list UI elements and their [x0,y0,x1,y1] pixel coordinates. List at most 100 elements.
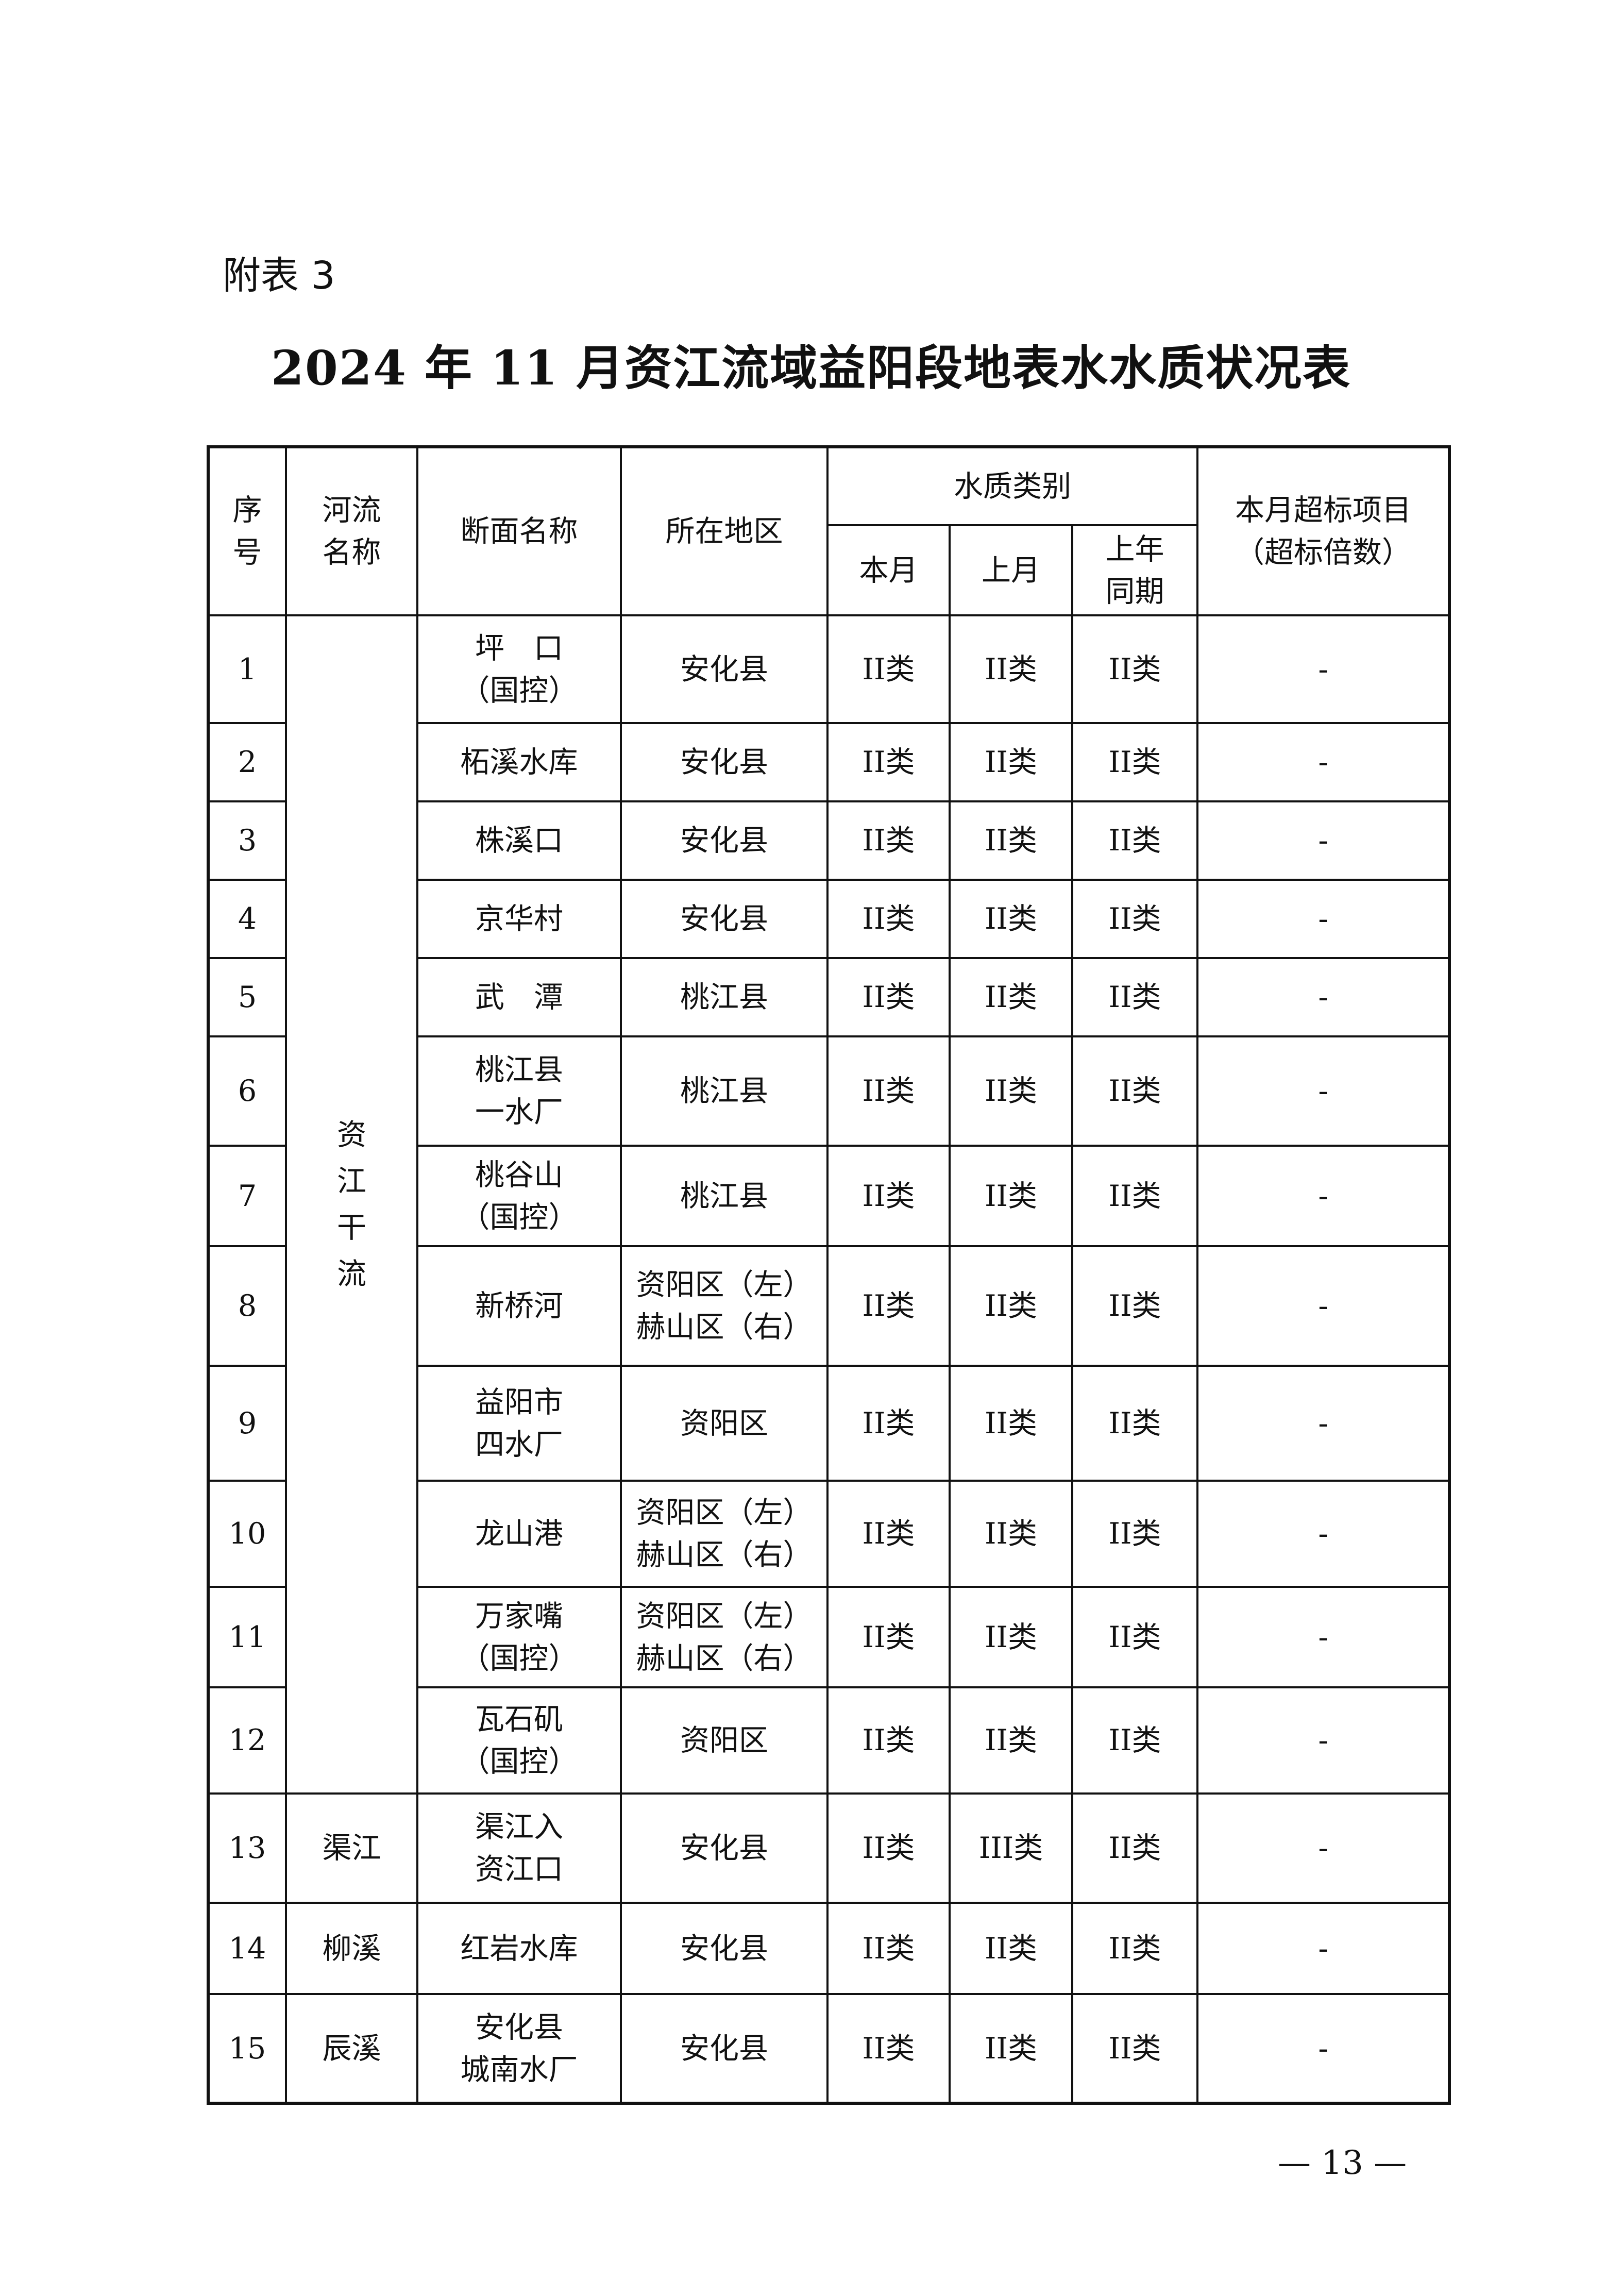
cell-this-month: II类 [826,1480,951,1588]
cell-this-month: II类 [826,1902,951,1995]
table-row: 2 柘溪水库 安化县 II类 II类 II类 - [207,722,1451,802]
cell-last-year: II类 [1071,1365,1199,1482]
cell-this-month: II类 [826,957,951,1037]
cell-exceed: - [1196,1365,1451,1482]
cell-seq: 9 [207,1365,287,1482]
cell-section: 京华村 [416,879,622,959]
cell-this-month: II类 [826,800,951,881]
cell-last-month: II类 [949,1035,1073,1147]
cell-last-month: II类 [949,879,1073,959]
cell-seq: 1 [207,614,287,724]
cell-river: 柳溪 [285,1902,418,1995]
cell-last-year: II类 [1071,614,1199,724]
cell-last-month: II类 [949,1586,1073,1688]
cell-region: 资阳区（左） 赫山区（右） [620,1586,829,1688]
table-row: 8 新桥河 资阳区（左） 赫山区（右） II类 II类 II类 - [207,1245,1451,1367]
cell-last-year: II类 [1071,957,1199,1037]
cell-last-year: II类 [1071,1145,1199,1247]
cell-this-month: II类 [826,722,951,802]
cell-this-month: II类 [826,879,951,959]
cell-region: 资阳区 [620,1365,829,1482]
subheader-row: 本月 上月 上年 同期 [208,524,1449,616]
cell-exceed: - [1196,614,1451,724]
cell-exceed: - [1196,1480,1451,1588]
cell-this-month: II类 [826,1686,951,1795]
water-quality-table: 序 号 河流 名称 断面名称 所在地区 水质类别 本月超标项目 （超标倍数） 本… [207,445,1451,2105]
table-row: 11 万家嘴 （国控） 资阳区（左） 赫山区（右） II类 II类 II类 - [207,1586,1451,1688]
cell-last-year: II类 [1071,722,1199,802]
cell-this-month: II类 [826,1586,951,1688]
appendix-label: 附表 3 [223,254,335,298]
cell-seq: 11 [207,1586,287,1688]
table-row: 12 瓦石矶 （国控） 资阳区 II类 II类 II类 - [207,1686,1451,1795]
cell-river: 资 江 干 流 [285,614,418,1795]
cell-section: 渠江入 资江口 [416,1792,622,1904]
cell-exceed: - [1196,1902,1451,1995]
cell-last-month: II类 [949,1365,1073,1482]
cell-exceed: - [1196,1686,1451,1795]
cell-region: 资阳区（左） 赫山区（右） [620,1245,829,1367]
cell-seq: 6 [207,1035,287,1147]
cell-last-year: II类 [1071,1586,1199,1688]
cell-region: 资阳区 [620,1686,829,1795]
cell-last-month: II类 [949,1145,1073,1247]
cell-last-year: II类 [1071,1686,1199,1795]
cell-exceed: - [1196,879,1451,959]
document-title: 2024 年 11 月资江流域益阳段地表水水质状况表 [271,340,1351,396]
cell-last-year: II类 [1071,1902,1199,1995]
cell-seq: 3 [207,800,287,881]
cell-exceed: - [1196,1245,1451,1367]
cell-seq: 4 [207,879,287,959]
cell-region: 桃江县 [620,957,829,1037]
cell-exceed: - [1196,1035,1451,1147]
cell-section: 益阳市 四水厂 [416,1365,622,1482]
cell-this-month: II类 [826,1993,951,2104]
cell-last-year: II类 [1071,879,1199,959]
cell-seq: 5 [207,957,287,1037]
cell-region: 桃江县 [620,1145,829,1247]
table-row: 9 益阳市 四水厂 资阳区 II类 II类 II类 - [207,1365,1451,1482]
cell-last-month: II类 [949,1245,1073,1367]
cell-last-month: II类 [949,800,1073,881]
cell-section: 红岩水库 [416,1902,622,1995]
cell-seq: 13 [207,1792,287,1904]
cell-region: 安化县 [620,1792,829,1904]
cell-last-month: II类 [949,614,1073,724]
table-row: 3 株溪口 安化县 II类 II类 II类 - [207,800,1451,881]
cell-exceed: - [1196,1586,1451,1688]
cell-seq: 15 [207,1993,287,2104]
table-row: 4 京华村 安化县 II类 II类 II类 - [207,879,1451,959]
cell-exceed: - [1196,722,1451,802]
cell-section: 株溪口 [416,800,622,881]
cell-region: 安化县 [620,722,829,802]
cell-exceed: - [1196,800,1451,881]
header-last-month: 上月 [949,524,1073,616]
cell-last-year: II类 [1071,1245,1199,1367]
header-quality-group: 水质类别 [826,446,1199,526]
table-row: 10 龙山港 资阳区（左） 赫山区（右） II类 II类 II类 - [207,1480,1451,1588]
header-section: 断面名称 [416,446,622,616]
header-this-month: 本月 [826,524,951,616]
cell-section: 安化县 城南水厂 [416,1993,622,2104]
table-row: 7 桃谷山 （国控） 桃江县 II类 II类 II类 - [207,1145,1451,1247]
cell-last-month: II类 [949,957,1073,1037]
cell-seq: 14 [207,1902,287,1995]
table-row: 15 辰溪 安化县 城南水厂 安化县 II类 II类 II类 - [207,1993,1451,2104]
page-number: — 13 — [1278,2144,1407,2182]
cell-section: 龙山港 [416,1480,622,1588]
header-seq: 序 号 [207,446,287,616]
cell-last-month: II类 [949,1902,1073,1995]
cell-section: 武 潭 [416,957,622,1037]
cell-region: 安化县 [620,800,829,881]
cell-last-year: II类 [1071,1035,1199,1147]
cell-region: 桃江县 [620,1035,829,1147]
cell-last-month: II类 [949,1686,1073,1795]
cell-seq: 10 [207,1480,287,1588]
cell-region: 安化县 [620,1902,829,1995]
header-river: 河流 名称 [285,446,418,616]
cell-last-month: III类 [949,1792,1073,1904]
cell-this-month: II类 [826,1365,951,1482]
cell-last-year: II类 [1071,1480,1199,1588]
cell-last-month: II类 [949,1480,1073,1588]
